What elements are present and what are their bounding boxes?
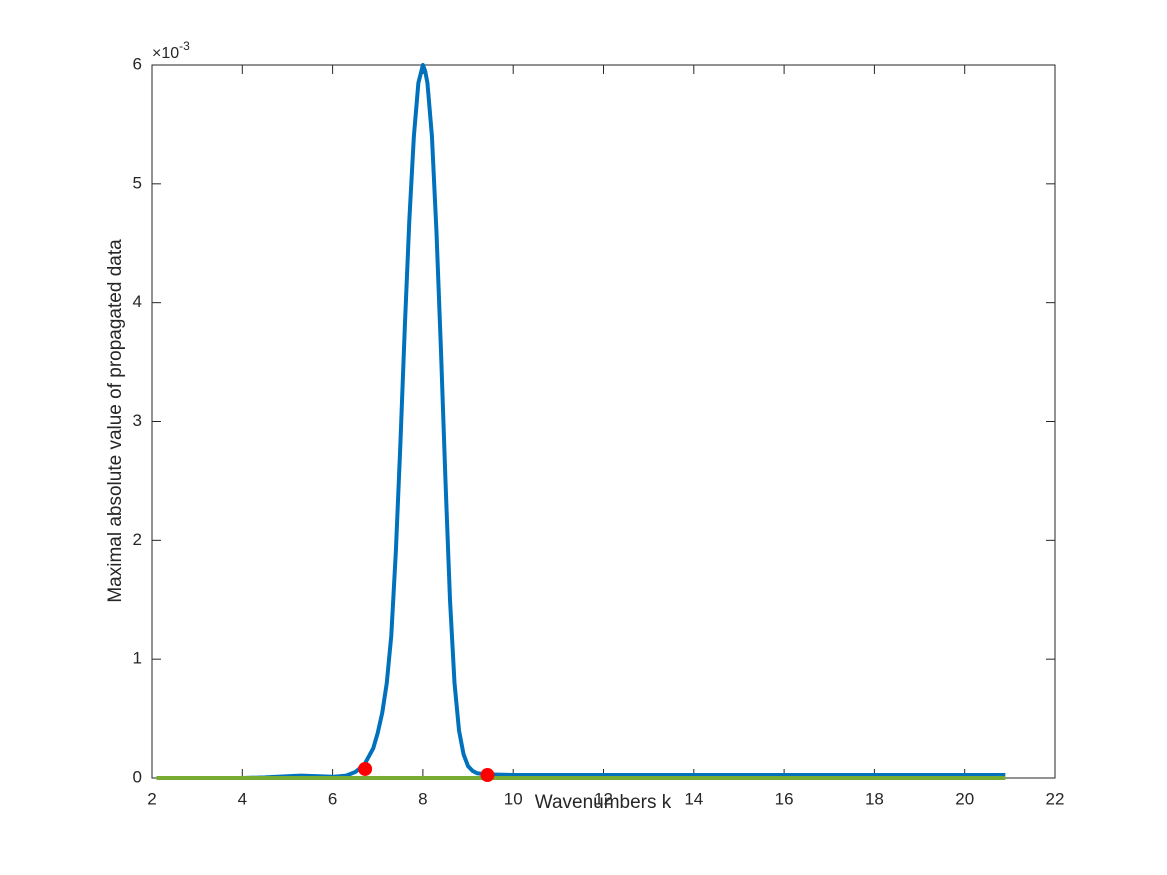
y-multiplier-exponent: -3 bbox=[179, 39, 190, 53]
x-tick-label: 8 bbox=[418, 789, 427, 808]
x-tick-label: 18 bbox=[865, 789, 884, 808]
y-multiplier: ×10-3 bbox=[152, 39, 190, 62]
y-tick-label: 6 bbox=[133, 54, 142, 73]
y-tick-label: 0 bbox=[133, 767, 142, 786]
x-axis-label: Wavenumbers k bbox=[535, 792, 672, 813]
marker bbox=[480, 768, 495, 783]
x-tick-label: 12 bbox=[594, 789, 613, 808]
x-tick-label: 4 bbox=[238, 789, 247, 808]
y-multiplier-base: ×10 bbox=[152, 45, 179, 62]
y-tick-label: 5 bbox=[133, 173, 142, 192]
y-tick-label: 3 bbox=[133, 411, 142, 430]
y-tick-label: 4 bbox=[133, 292, 142, 311]
y-tick-label: 2 bbox=[133, 530, 142, 549]
y-tick-label: 1 bbox=[133, 649, 142, 668]
marker bbox=[358, 761, 373, 776]
x-tick-label: 2 bbox=[147, 789, 156, 808]
x-tick-label: 6 bbox=[328, 789, 337, 808]
x-tick-label: 10 bbox=[504, 789, 523, 808]
plot-area bbox=[151, 64, 1056, 779]
x-tick-label: 16 bbox=[775, 789, 794, 808]
x-tick-label: 22 bbox=[1046, 789, 1065, 808]
y-axis-label: Maximal absolute value of propagated dat… bbox=[105, 239, 126, 603]
x-tick-label: 14 bbox=[684, 789, 703, 808]
x-tick-label: 20 bbox=[955, 789, 974, 808]
